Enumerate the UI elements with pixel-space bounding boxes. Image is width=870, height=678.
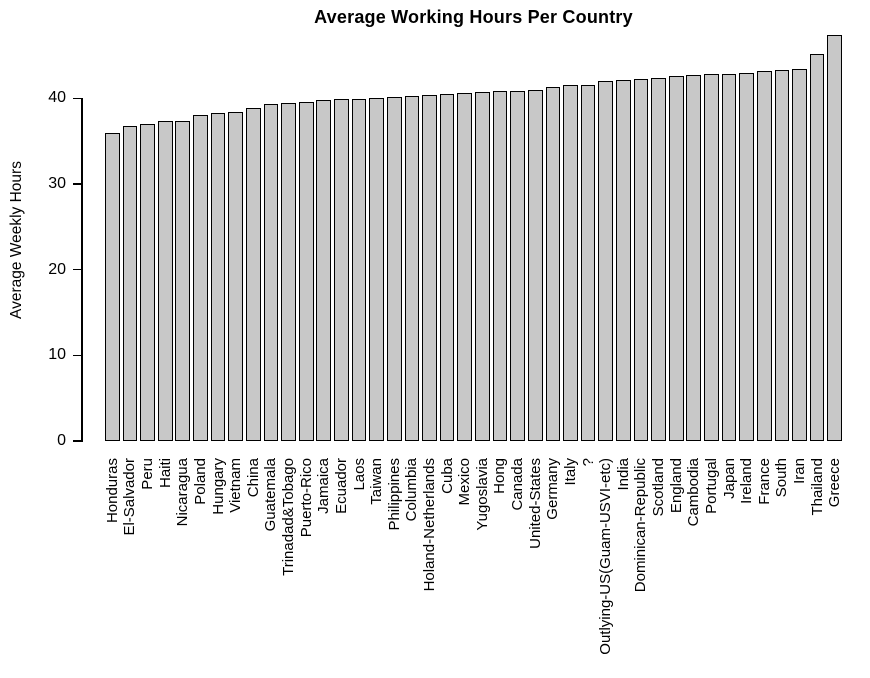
- bar: [210, 112, 226, 441]
- x-tick-label: Greece: [826, 458, 844, 508]
- bar: [122, 125, 138, 441]
- x-tick-label: India: [614, 458, 632, 491]
- bar: [439, 94, 455, 441]
- x-tick-label: Italy: [561, 458, 579, 486]
- y-axis: [81, 98, 83, 442]
- bar: [386, 96, 402, 441]
- x-tick-label: Ireland: [738, 458, 756, 504]
- bar: [457, 93, 473, 441]
- bar: [615, 80, 631, 441]
- y-tick-label: 40: [48, 89, 66, 107]
- bar: [809, 53, 825, 441]
- bar: [281, 102, 296, 441]
- y-tick-mark: [73, 354, 82, 357]
- bar: [721, 74, 737, 441]
- y-axis-title-text: Average Weekly Hours: [8, 161, 25, 319]
- x-tick-label: Dominican-Republic: [632, 458, 650, 593]
- bar: [492, 91, 508, 441]
- x-tick-label: Japan: [720, 458, 738, 499]
- x-tick-label: Columbia: [403, 458, 421, 522]
- x-tick-label: Taiwan: [368, 458, 386, 505]
- x-tick-label: Thailand: [808, 458, 826, 516]
- x-tick-label: Portugal: [702, 458, 720, 514]
- y-tick-mark: [73, 97, 82, 100]
- y-tick-label: 0: [57, 432, 66, 449]
- bar: [422, 94, 437, 441]
- bar: [228, 112, 244, 441]
- bar: [598, 81, 614, 441]
- bar: [651, 77, 666, 441]
- x-tick-label: Ecuador: [332, 458, 350, 514]
- x-tick-label: Scotland: [650, 458, 668, 517]
- x-tick-label: Mexico: [456, 458, 474, 506]
- bar: [739, 73, 754, 441]
- bar: [704, 74, 719, 441]
- bar: [792, 69, 807, 441]
- x-tick-label: Hungary: [209, 458, 227, 515]
- y-tick-mark: [73, 268, 82, 271]
- x-tick-label: Haiti: [156, 458, 174, 489]
- y-tick-label: 10: [48, 346, 66, 364]
- y-tick-label: 30: [48, 174, 66, 192]
- y-axis-title: Average Weekly Hours: [8, 140, 26, 340]
- chart-title: Average Working Hours Per Country: [314, 7, 633, 27]
- bar: [298, 101, 314, 441]
- bar: [404, 95, 420, 441]
- x-tick-label: Nicaragua: [174, 458, 192, 527]
- bar: [545, 87, 561, 441]
- bar: [369, 98, 384, 441]
- bar: [527, 89, 543, 441]
- x-tick-label: Cambodia: [685, 458, 703, 527]
- x-tick-label: Guatemala: [262, 458, 280, 532]
- x-tick-label: Puerto-Rico: [297, 458, 315, 538]
- bar: [263, 104, 279, 441]
- x-tick-label: Iran: [791, 458, 809, 484]
- bar: [510, 90, 525, 441]
- x-tick-label: Trinadad&Tobago: [280, 458, 298, 576]
- y-tick-label: 20: [48, 260, 66, 278]
- bar: [316, 100, 332, 441]
- bar: [351, 99, 367, 441]
- x-tick-label: ?: [579, 458, 597, 467]
- bar: [633, 78, 649, 441]
- x-tick-label: Germany: [544, 458, 562, 520]
- y-tick-mark: [73, 440, 82, 442]
- x-tick-label: Vietnam: [227, 458, 245, 513]
- bar: [140, 124, 155, 441]
- x-tick-label: England: [667, 458, 685, 514]
- x-tick-label: Jamaica: [315, 458, 333, 514]
- x-tick-label: El-Salvador: [121, 458, 139, 536]
- x-tick-label: United-States: [526, 458, 544, 549]
- bar: [245, 107, 261, 441]
- x-tick-label: Holand-Netherlands: [421, 458, 438, 592]
- x-tick-label: Honduras: [103, 458, 121, 524]
- bar: [580, 84, 596, 441]
- bar: [668, 76, 684, 441]
- bar: [105, 132, 120, 441]
- x-tick-label: Hong: [491, 458, 509, 494]
- x-tick-label: France: [755, 458, 773, 505]
- x-tick-label: Cuba: [438, 458, 456, 494]
- x-tick-label: Philippines: [385, 458, 403, 531]
- x-tick-label: Canada: [509, 458, 527, 511]
- x-tick-label: Outlying-US(Guam-USVI-etc): [597, 458, 615, 655]
- bar: [157, 121, 173, 441]
- x-tick-label: Yugoslavia: [473, 458, 491, 531]
- bar: [193, 114, 208, 441]
- bar: [827, 34, 843, 441]
- bar: [334, 99, 349, 441]
- bar: [563, 85, 578, 441]
- x-tick-label: Laos: [350, 458, 368, 491]
- x-tick-label: Peru: [139, 458, 157, 490]
- x-tick-label: Poland: [191, 458, 209, 505]
- bar: [756, 70, 772, 441]
- x-tick-label: South: [773, 458, 791, 498]
- x-tick-label: China: [244, 458, 262, 498]
- bar: [175, 120, 191, 441]
- bar: [475, 92, 490, 441]
- y-tick-mark: [73, 183, 82, 185]
- bar: [774, 70, 790, 441]
- bar: [686, 75, 702, 441]
